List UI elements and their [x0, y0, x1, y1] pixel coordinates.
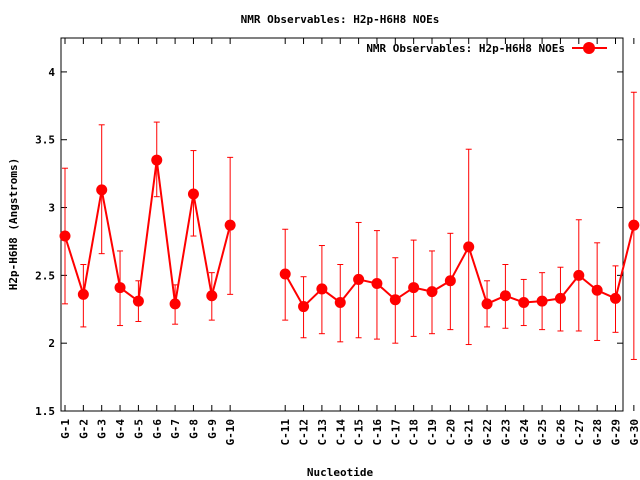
- data-point: [169, 298, 181, 310]
- x-tick-label: G-24: [518, 419, 531, 446]
- y-axis: 1.5 2 2.5 3 3.5 4: [35, 66, 623, 418]
- x-tick-label: G-30: [628, 419, 640, 446]
- legend-label: NMR Observables: H2p-H6H8 NOEs: [366, 42, 565, 55]
- x-tick-label: C-16: [371, 419, 384, 446]
- data-point: [371, 278, 383, 290]
- x-tick-label: C-18: [408, 419, 421, 446]
- x-tick-label: G-25: [536, 419, 549, 446]
- legend: NMR Observables: H2p-H6H8 NOEs: [366, 42, 607, 55]
- chart-title: NMR Observables: H2p-H6H8 NOEs: [241, 13, 440, 26]
- x-tick-label: G-26: [554, 419, 567, 446]
- x-tick-label: C-15: [353, 419, 366, 446]
- y-tick-label: 3: [48, 202, 55, 215]
- x-tick-label: G-23: [499, 419, 512, 446]
- data-point: [499, 290, 511, 302]
- data-point: [518, 296, 530, 308]
- x-axis-label: Nucleotide: [307, 466, 374, 479]
- x-tick-label: G-28: [591, 419, 604, 446]
- x-axis: G-1 G-2 G-3 G-4 G-5 G-6 G-7 G-8 G-9 G-10 C-11 C-12 C…: [59, 38, 640, 446]
- y-tick-label: 3.5: [35, 134, 55, 147]
- data-point: [389, 294, 401, 306]
- series-points: [59, 154, 640, 313]
- data-point: [628, 219, 640, 231]
- data-point: [279, 268, 291, 280]
- data-point: [573, 269, 585, 281]
- data-point: [408, 282, 420, 294]
- y-tick-label: 4: [48, 66, 55, 79]
- x-tick-label: G-6: [151, 419, 164, 439]
- y-axis-label: H2p-H6H8 (Angstroms): [7, 158, 20, 290]
- data-point: [536, 295, 548, 307]
- data-point: [316, 283, 328, 295]
- data-point: [224, 219, 236, 231]
- x-tick-label: G-9: [206, 419, 219, 439]
- data-point: [187, 188, 199, 200]
- series-lines: [64, 159, 635, 309]
- data-point: [77, 288, 89, 300]
- data-point: [591, 284, 603, 296]
- data-point: [132, 295, 144, 307]
- x-tick-label: G-1: [59, 419, 72, 439]
- x-tick-label: G-3: [96, 419, 109, 439]
- y-tick-label: 2.5: [35, 269, 55, 282]
- x-tick-label: G-7: [169, 419, 182, 439]
- x-tick-label: C-27: [573, 419, 586, 446]
- data-point: [444, 275, 456, 287]
- data-point: [353, 273, 365, 285]
- data-point: [554, 292, 566, 304]
- x-tick-label: G-8: [187, 419, 200, 439]
- y-tick-label: 2: [48, 337, 55, 350]
- data-point: [463, 241, 475, 253]
- x-tick-label: G-29: [610, 419, 623, 446]
- x-tick-label: G-22: [481, 419, 494, 446]
- data-point: [334, 296, 346, 308]
- x-tick-label: G-21: [463, 419, 476, 446]
- x-tick-label: C-19: [426, 419, 439, 446]
- x-tick-label: C-20: [444, 419, 457, 446]
- y-tick-label: 1.5: [35, 405, 55, 418]
- x-tick-label: C-12: [298, 419, 311, 446]
- series-line-segment: [64, 159, 232, 305]
- data-point: [610, 292, 621, 304]
- data-point: [206, 290, 218, 302]
- x-tick-label: C-17: [389, 419, 402, 446]
- x-tick-label: C-14: [334, 419, 347, 446]
- x-tick-label: C-11: [279, 419, 292, 446]
- x-tick-label: G-5: [132, 419, 145, 439]
- x-tick-label: G-10: [224, 419, 237, 446]
- data-point: [96, 184, 108, 196]
- x-tick-label: G-4: [114, 419, 127, 439]
- data-point: [481, 298, 493, 310]
- data-point: [426, 286, 438, 298]
- series-line-segment: [284, 224, 635, 309]
- plot-frame: [60, 37, 624, 412]
- legend-marker: [583, 42, 595, 54]
- x-tick-label: G-2: [77, 419, 90, 439]
- data-point: [298, 301, 310, 313]
- data-point: [59, 230, 71, 242]
- data-point: [114, 282, 126, 294]
- x-tick-label: C-13: [316, 419, 329, 446]
- data-point: [151, 154, 163, 166]
